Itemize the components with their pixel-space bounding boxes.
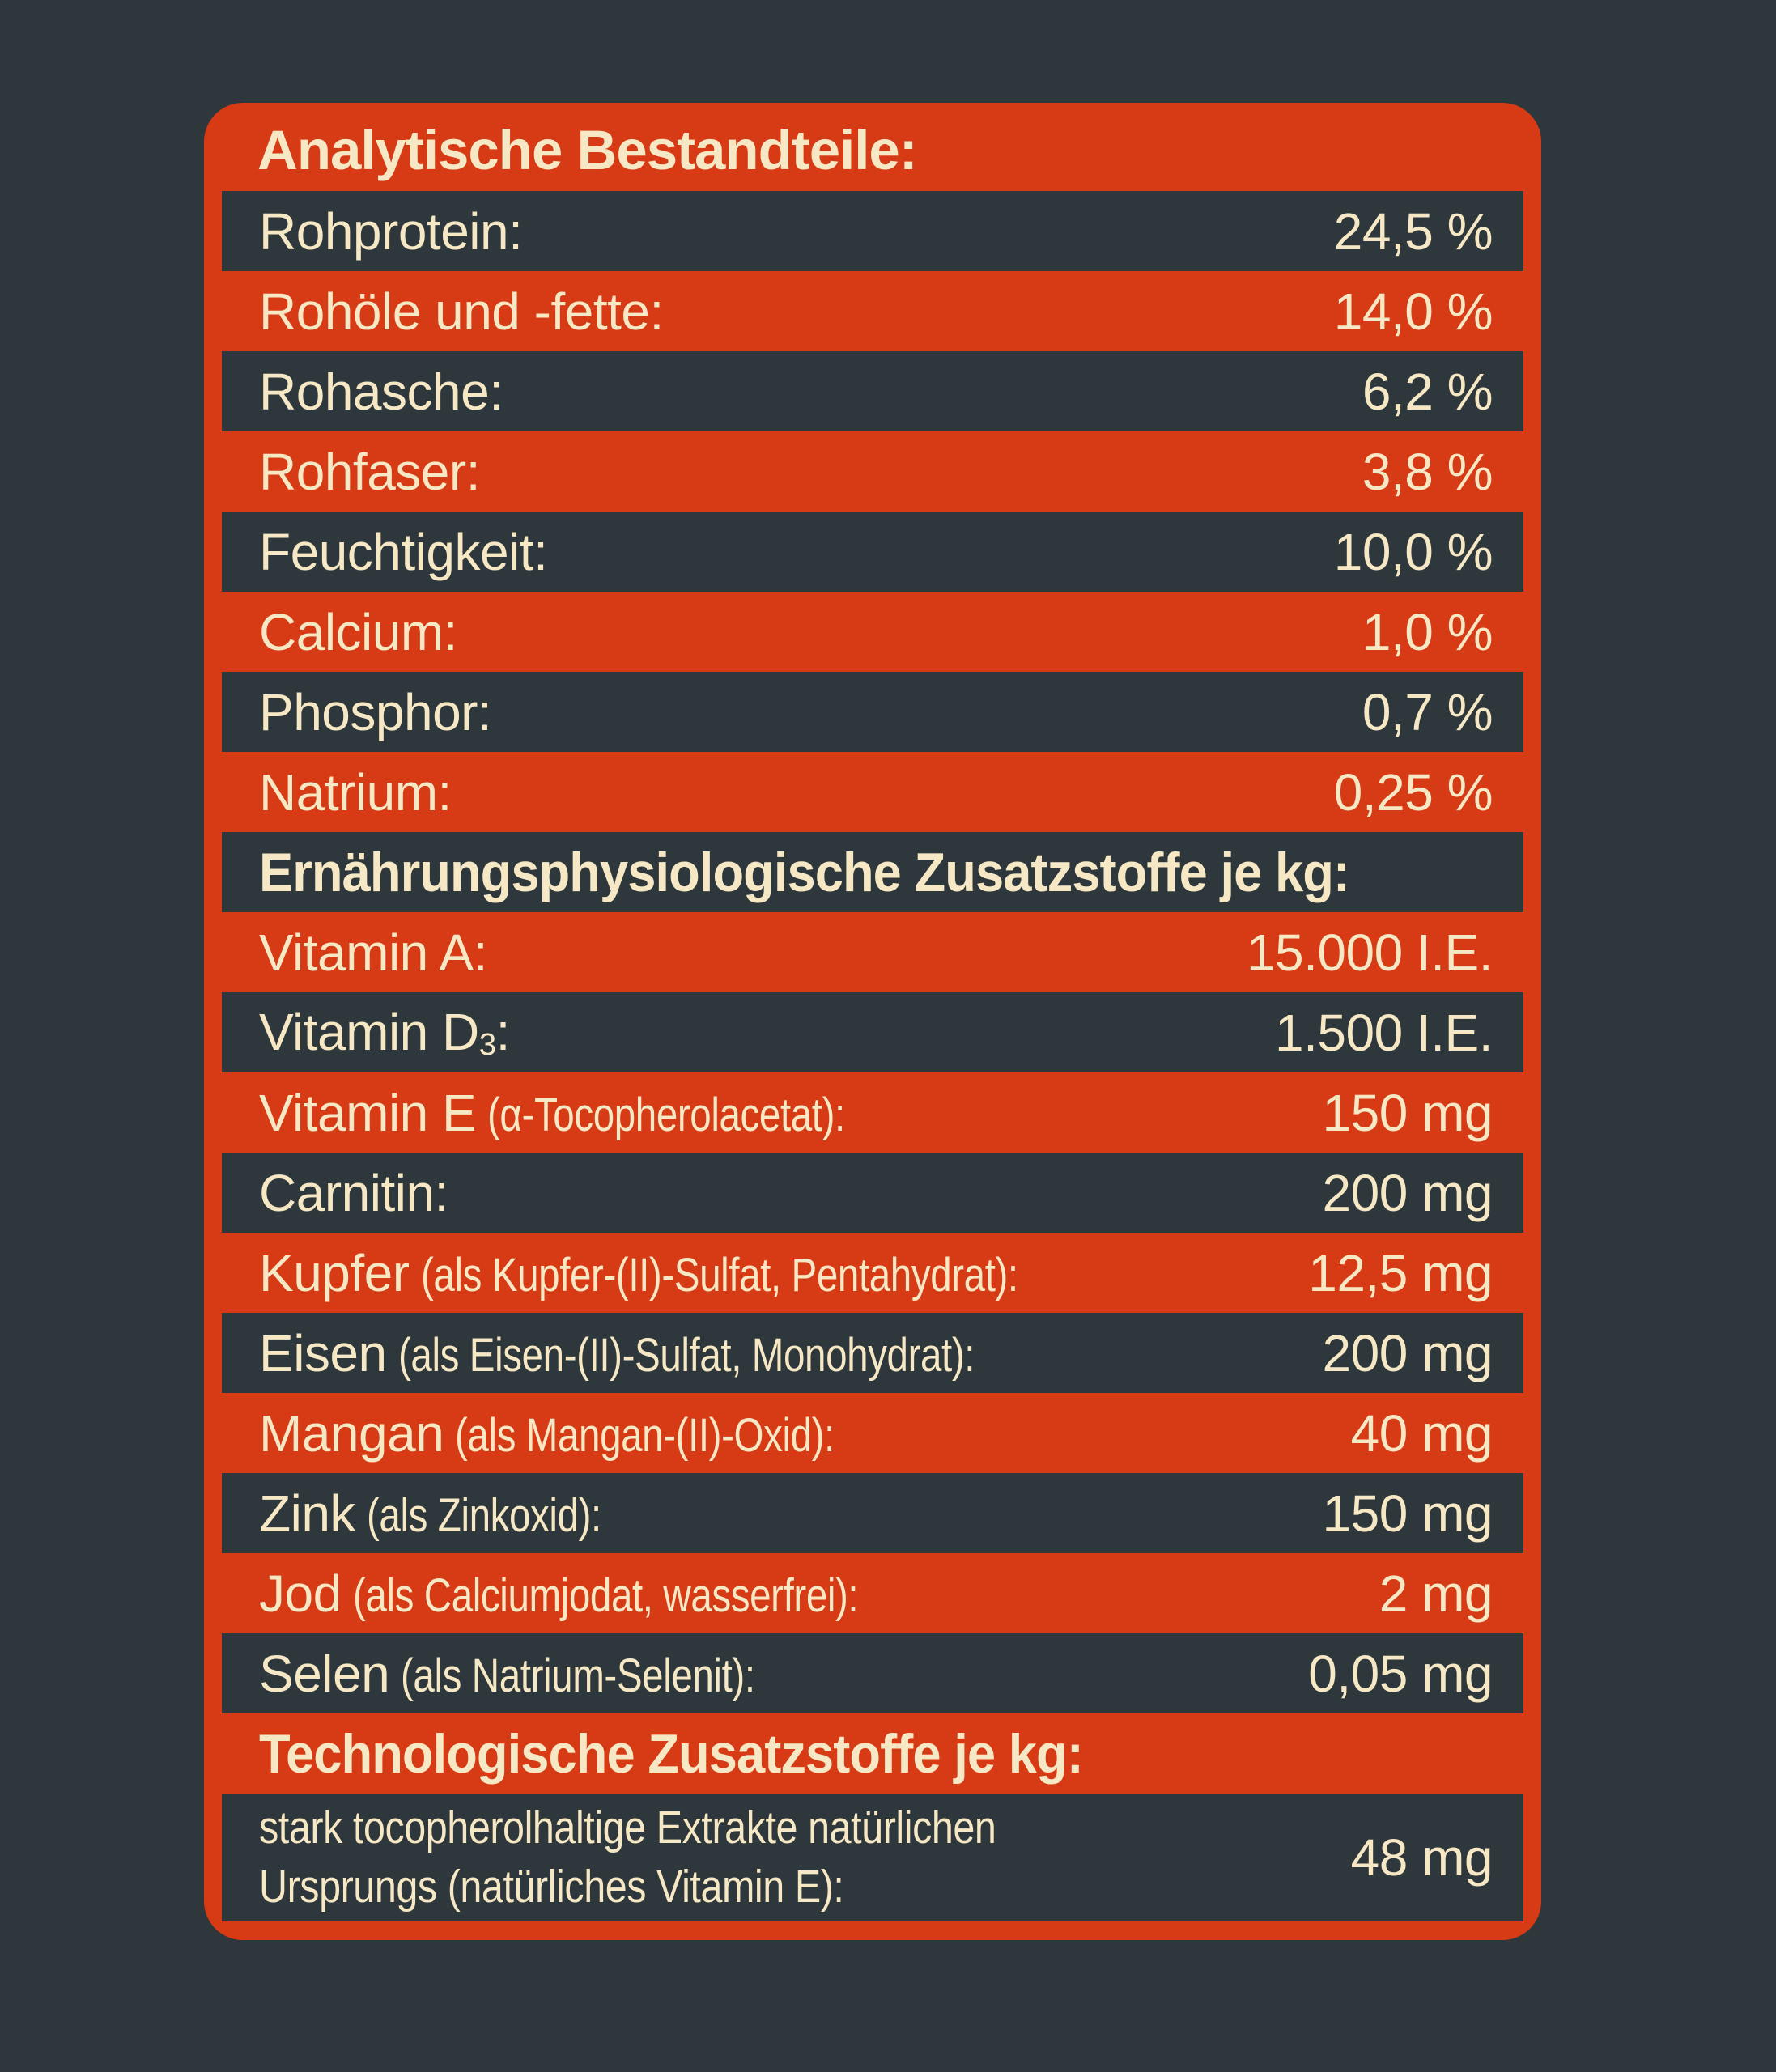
row-value: 3,8 % [1362,442,1493,501]
subscript-3: 3 [478,1027,496,1063]
row-label: Mangan (als Mangan-(II)-Oxid): [259,1403,835,1463]
row-value: 14,0 % [1333,282,1493,341]
table-row: Rohprotein: 24,5 % [222,191,1523,271]
row-label: Carnitin: [259,1163,448,1222]
row-label-multiline: stark tocopherolhaltige Extrakte natürli… [259,1802,996,1913]
row-value: 200 mg [1322,1163,1493,1222]
row-value: 0,05 mg [1308,1644,1493,1703]
row-value: 1,0 % [1362,602,1493,661]
section-header-label: Technologische Zusatzstoffe je kg: [259,1722,1084,1785]
row-label-detail: (α-Tocopherolacetat): [487,1088,846,1141]
section-header-label: Ernährungsphysiologische Zusatzstoffe je… [259,841,1350,903]
table-row: Rohfaser: 3,8 % [222,431,1523,512]
table-row: Mangan (als Mangan-(II)-Oxid): 40 mg [222,1393,1523,1473]
row-label: Jod (als Calciumjodat, wasserfrei): [259,1564,859,1623]
row-label: Rohprotein: [259,202,523,261]
row-label: stark tocopherolhaltige Extrakte natürli… [259,1798,1126,1917]
row-label: Phosphor: [259,682,492,741]
section-header-nutritional: Ernährungsphysiologische Zusatzstoffe je… [222,832,1523,912]
table-row: Rohöle und -fette: 14,0 % [222,271,1523,351]
row-label: Calcium: [259,602,457,661]
section-header-technological: Technologische Zusatzstoffe je kg: [222,1713,1523,1794]
row-value: 1.500 I.E. [1275,1003,1493,1062]
row-value: 40 mg [1350,1403,1493,1463]
row-label-detail: (als Natrium-Selenit): [401,1649,755,1702]
row-label-detail: (als Eisen-(II)-Sulfat, Monohydrat): [397,1328,975,1382]
row-label: Kupfer (als Kupfer-(II)-Sulfat, Pentahydr… [259,1243,1018,1302]
table-row: Natrium: 0,25 % [222,752,1523,832]
row-value: 15.000 I.E. [1246,923,1493,982]
table-row: Vitamin A: 15.000 I.E. [222,912,1523,992]
row-value: 0,7 % [1362,682,1493,741]
table-row: Feuchtigkeit: 10,0 % [222,512,1523,592]
row-value: 6,2 % [1362,362,1493,421]
row-value: 150 mg [1322,1083,1493,1142]
row-label-detail: (als Mangan-(II)-Oxid): [455,1408,835,1462]
table-row: Carnitin: 200 mg [222,1153,1523,1233]
row-value: 0,25 % [1333,762,1493,822]
table-row: Zink (als Zinkoxid): 150 mg [222,1473,1523,1553]
row-value: 2 mg [1379,1564,1493,1623]
row-label: Rohöle und -fette: [259,282,664,341]
row-value: 200 mg [1322,1323,1493,1382]
table-row: Rohasche: 6,2 % [222,351,1523,431]
page-title: Analytische Bestandteile: [257,119,918,181]
row-value: 150 mg [1322,1484,1493,1543]
row-value: 24,5 % [1333,202,1493,261]
row-label-detail: (als Zinkoxid): [366,1488,601,1542]
row-value: 12,5 mg [1308,1243,1493,1302]
table-row: Phosphor: 0,7 % [222,672,1523,752]
table-row: Vitamin E (α-Tocopherolacetat): 150 mg [222,1072,1523,1153]
table-row: Calcium: 1,0 % [222,592,1523,672]
row-label-detail: (als Kupfer-(II)-Sulfat, Pentahydrat): [420,1248,1018,1301]
table-row: Jod (als Calciumjodat, wasserfrei): 2 mg [222,1553,1523,1633]
table-row: Kupfer (als Kupfer-(II)-Sulfat, Pentahydr… [222,1233,1523,1313]
row-label-detail: (als Calciumjodat, wasserfrei): [352,1569,859,1622]
table-row: Vitamin D3: 1.500 I.E. [222,992,1523,1072]
row-label: Vitamin D3: [259,1002,510,1063]
row-value: 48 mg [1350,1828,1493,1887]
row-label: Rohasche: [259,362,503,421]
row-label: Natrium: [259,762,452,822]
row-label: Feuchtigkeit: [259,522,548,581]
row-label: Zink (als Zinkoxid): [259,1484,601,1543]
table-row: Eisen (als Eisen-(II)-Sulfat, Monohydrat)… [222,1313,1523,1393]
row-label: Vitamin A: [259,923,487,982]
table-row: stark tocopherolhaltige Extrakte natürli… [222,1794,1523,1921]
row-label: Rohfaser: [259,442,480,501]
section-header-analytical: Analytische Bestandteile: [204,103,1541,191]
row-label: Vitamin E (α-Tocopherolacetat): [259,1083,846,1142]
row-value: 10,0 % [1333,522,1493,581]
row-label: Selen (als Natrium-Selenit): [259,1644,755,1703]
row-label: Eisen (als Eisen-(II)-Sulfat, Monohydrat)… [259,1323,975,1382]
table-row: Selen (als Natrium-Selenit): 0,05 mg [222,1633,1523,1713]
nutrition-label-card: Analytische Bestandteile: Rohprotein: 24… [204,103,1541,1940]
